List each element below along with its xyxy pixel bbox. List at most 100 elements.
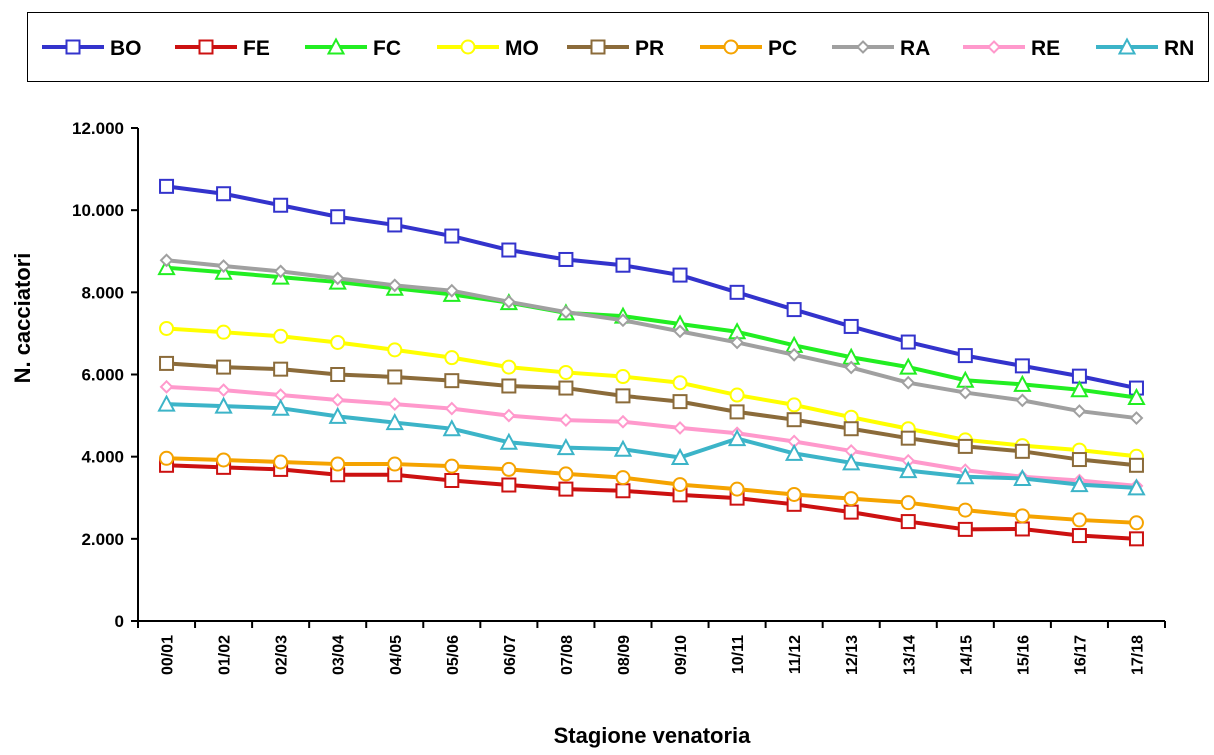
data-point bbox=[1128, 515, 1144, 531]
x-tick-label: 05/06 bbox=[445, 635, 462, 675]
series-bo bbox=[159, 178, 1144, 396]
series-line bbox=[166, 258, 1137, 421]
data-point bbox=[159, 178, 175, 194]
data-point bbox=[442, 419, 461, 437]
data-point bbox=[1070, 474, 1089, 493]
data-point bbox=[1014, 358, 1030, 374]
data-point bbox=[387, 369, 403, 385]
data-point bbox=[901, 375, 916, 390]
legend-label: MO bbox=[505, 37, 539, 60]
data-point bbox=[387, 397, 402, 411]
y-tick-label: 4.000 bbox=[81, 448, 124, 467]
data-point bbox=[1013, 374, 1032, 392]
data-point bbox=[558, 380, 574, 396]
y-tick-label: 8.000 bbox=[81, 283, 124, 302]
legend-marker bbox=[590, 39, 606, 55]
x-tick-label: 08/09 bbox=[616, 635, 633, 675]
data-point bbox=[786, 486, 802, 502]
data-point bbox=[159, 355, 175, 371]
y-tick-label: 6.000 bbox=[81, 366, 124, 385]
data-point bbox=[615, 388, 631, 404]
y-axis-title: N. cacciatori bbox=[10, 253, 35, 384]
data-point bbox=[672, 394, 688, 410]
series-line bbox=[166, 402, 1137, 490]
data-point bbox=[157, 394, 176, 412]
data-point bbox=[387, 456, 403, 472]
legend-item-fe: FE bbox=[175, 37, 270, 60]
legend-marker bbox=[65, 39, 81, 55]
legend-item-fc: FC bbox=[305, 37, 401, 60]
data-point bbox=[387, 217, 403, 233]
data-point bbox=[900, 495, 916, 511]
y-tick-label: 2.000 bbox=[81, 530, 124, 549]
legend-item-ra: RA bbox=[832, 37, 930, 60]
legend-label: PR bbox=[635, 37, 664, 60]
data-point bbox=[786, 302, 802, 318]
legend-label: RA bbox=[900, 37, 930, 60]
legend-marker bbox=[1117, 37, 1137, 55]
x-axis-title: Stagione venatoria bbox=[554, 723, 752, 748]
data-point bbox=[786, 412, 802, 428]
data-point bbox=[672, 267, 688, 283]
y-tick-label: 10.000 bbox=[72, 201, 124, 220]
series-line bbox=[166, 184, 1137, 391]
data-point bbox=[556, 438, 576, 456]
data-point bbox=[444, 472, 460, 488]
data-point bbox=[672, 477, 688, 493]
x-tick-label: 00/01 bbox=[160, 635, 177, 675]
data-point bbox=[900, 334, 916, 350]
y-tick-label: 12.000 bbox=[72, 119, 124, 138]
data-point bbox=[843, 318, 859, 334]
legend-item-bo: BO bbox=[42, 37, 142, 60]
data-point bbox=[501, 477, 517, 493]
data-point bbox=[843, 421, 859, 437]
data-point bbox=[1129, 411, 1144, 425]
x-ticks: 00/01 01/02 02/03 03/04 04/05 05/06 06/07 07/08… bbox=[137, 621, 1166, 675]
x-tick-label: 13/14 bbox=[901, 635, 918, 675]
data-point bbox=[330, 367, 346, 382]
legend-box bbox=[27, 12, 1209, 82]
data-point bbox=[616, 414, 630, 429]
data-point bbox=[1071, 452, 1087, 468]
data-point bbox=[729, 284, 745, 300]
data-point bbox=[1071, 528, 1087, 544]
series-pc bbox=[159, 450, 1144, 531]
data-point bbox=[1013, 468, 1032, 486]
legend-label: PC bbox=[768, 37, 797, 60]
data-point bbox=[501, 294, 516, 309]
x-tick-label: 04/05 bbox=[388, 635, 405, 675]
data-point bbox=[957, 521, 973, 537]
data-point bbox=[899, 357, 918, 375]
data-point bbox=[956, 467, 975, 485]
data-point bbox=[957, 438, 973, 454]
data-point bbox=[501, 359, 517, 375]
data-point bbox=[444, 283, 459, 298]
series-line bbox=[166, 361, 1137, 468]
data-point bbox=[159, 320, 175, 336]
data-point bbox=[786, 397, 802, 413]
data-point bbox=[444, 228, 460, 244]
axes bbox=[137, 128, 1165, 622]
x-tick-label: 06/07 bbox=[502, 635, 519, 675]
data-point bbox=[159, 450, 175, 466]
legend-marker bbox=[326, 37, 346, 55]
series-group bbox=[157, 178, 1146, 547]
data-point bbox=[330, 456, 346, 472]
data-point bbox=[787, 347, 802, 362]
data-point bbox=[216, 259, 231, 273]
data-point bbox=[727, 428, 747, 447]
data-point bbox=[159, 253, 174, 268]
legend-marker bbox=[723, 39, 739, 55]
data-point bbox=[1128, 457, 1144, 473]
x-tick-label: 07/08 bbox=[559, 635, 576, 675]
data-point bbox=[1072, 404, 1087, 418]
data-point bbox=[216, 383, 231, 398]
data-point bbox=[444, 373, 460, 389]
x-tick-label: 03/04 bbox=[331, 635, 348, 675]
data-point bbox=[729, 404, 745, 420]
series-rn bbox=[157, 394, 1146, 496]
series-line bbox=[166, 463, 1137, 541]
data-point bbox=[958, 385, 973, 400]
x-tick-label: 12/13 bbox=[844, 635, 861, 675]
legend-item-pc: PC bbox=[700, 37, 797, 60]
